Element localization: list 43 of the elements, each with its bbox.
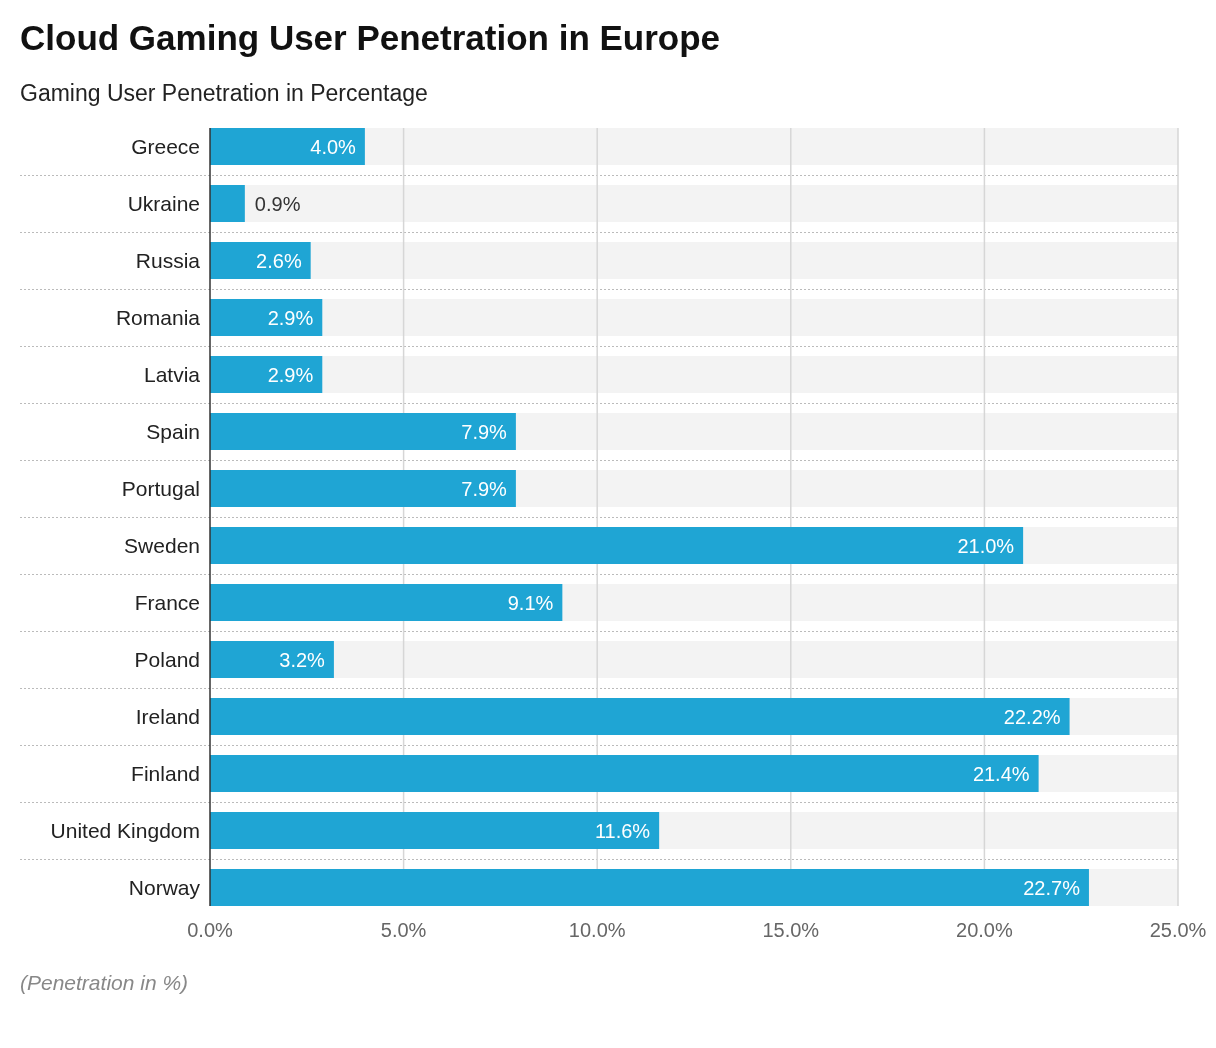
chart-subtitle: Gaming User Penetration in Percentage [20, 80, 428, 106]
bar [210, 356, 323, 393]
data-label: 0.9% [254, 193, 301, 215]
y-tick-label: Russia [135, 249, 201, 273]
data-label: 22.2% [1003, 706, 1061, 728]
data-label: 4.0% [310, 136, 357, 158]
y-tick-label: United Kingdom [50, 819, 200, 843]
y-tick-label: Poland [134, 648, 200, 672]
y-tick-label: Ukraine [127, 192, 200, 216]
y-tick-label: Ireland [135, 705, 200, 729]
x-tick-label: 0.0% [187, 919, 234, 941]
data-label: 2.6% [256, 250, 302, 272]
x-tick-label: 15.0% [762, 919, 820, 941]
chart-title: Cloud Gaming User Penetration in Europe [20, 18, 721, 57]
y-tick-label: Finland [131, 762, 200, 786]
data-label: 2.9% [267, 364, 314, 386]
data-label: 7.9% [461, 478, 508, 500]
bar [210, 185, 245, 222]
data-label: 2.9% [267, 307, 314, 329]
bar [210, 299, 323, 336]
data-label: 22.7% [1023, 877, 1081, 899]
x-tick-label: 20.0% [956, 919, 1013, 941]
data-label: 3.2% [279, 649, 326, 671]
x-tick-label: 25.0% [1149, 919, 1207, 941]
x-tick-label: 10.0% [568, 919, 626, 941]
x-tick-label: 5.0% [380, 919, 427, 941]
y-tick-label: Portugal [121, 477, 200, 501]
y-tick-label: France [134, 591, 200, 615]
y-tick-label: Romania [115, 306, 201, 330]
data-label: 7.9% [461, 421, 508, 443]
data-label: 11.6% [594, 820, 651, 842]
data-label: 21.0% [957, 535, 1015, 557]
y-tick-label: Sweden [124, 534, 200, 558]
y-tick-label: Greece [131, 135, 200, 159]
y-tick-label: Spain [146, 420, 200, 444]
data-label: 9.1% [507, 592, 554, 614]
data-label: 21.4% [972, 763, 1030, 785]
bar [210, 641, 334, 678]
bar [210, 128, 365, 165]
y-tick-label: Latvia [143, 363, 201, 387]
y-tick-label: Norway [128, 876, 201, 900]
text: (Penetration in %) [20, 971, 189, 994]
bar [210, 242, 311, 279]
